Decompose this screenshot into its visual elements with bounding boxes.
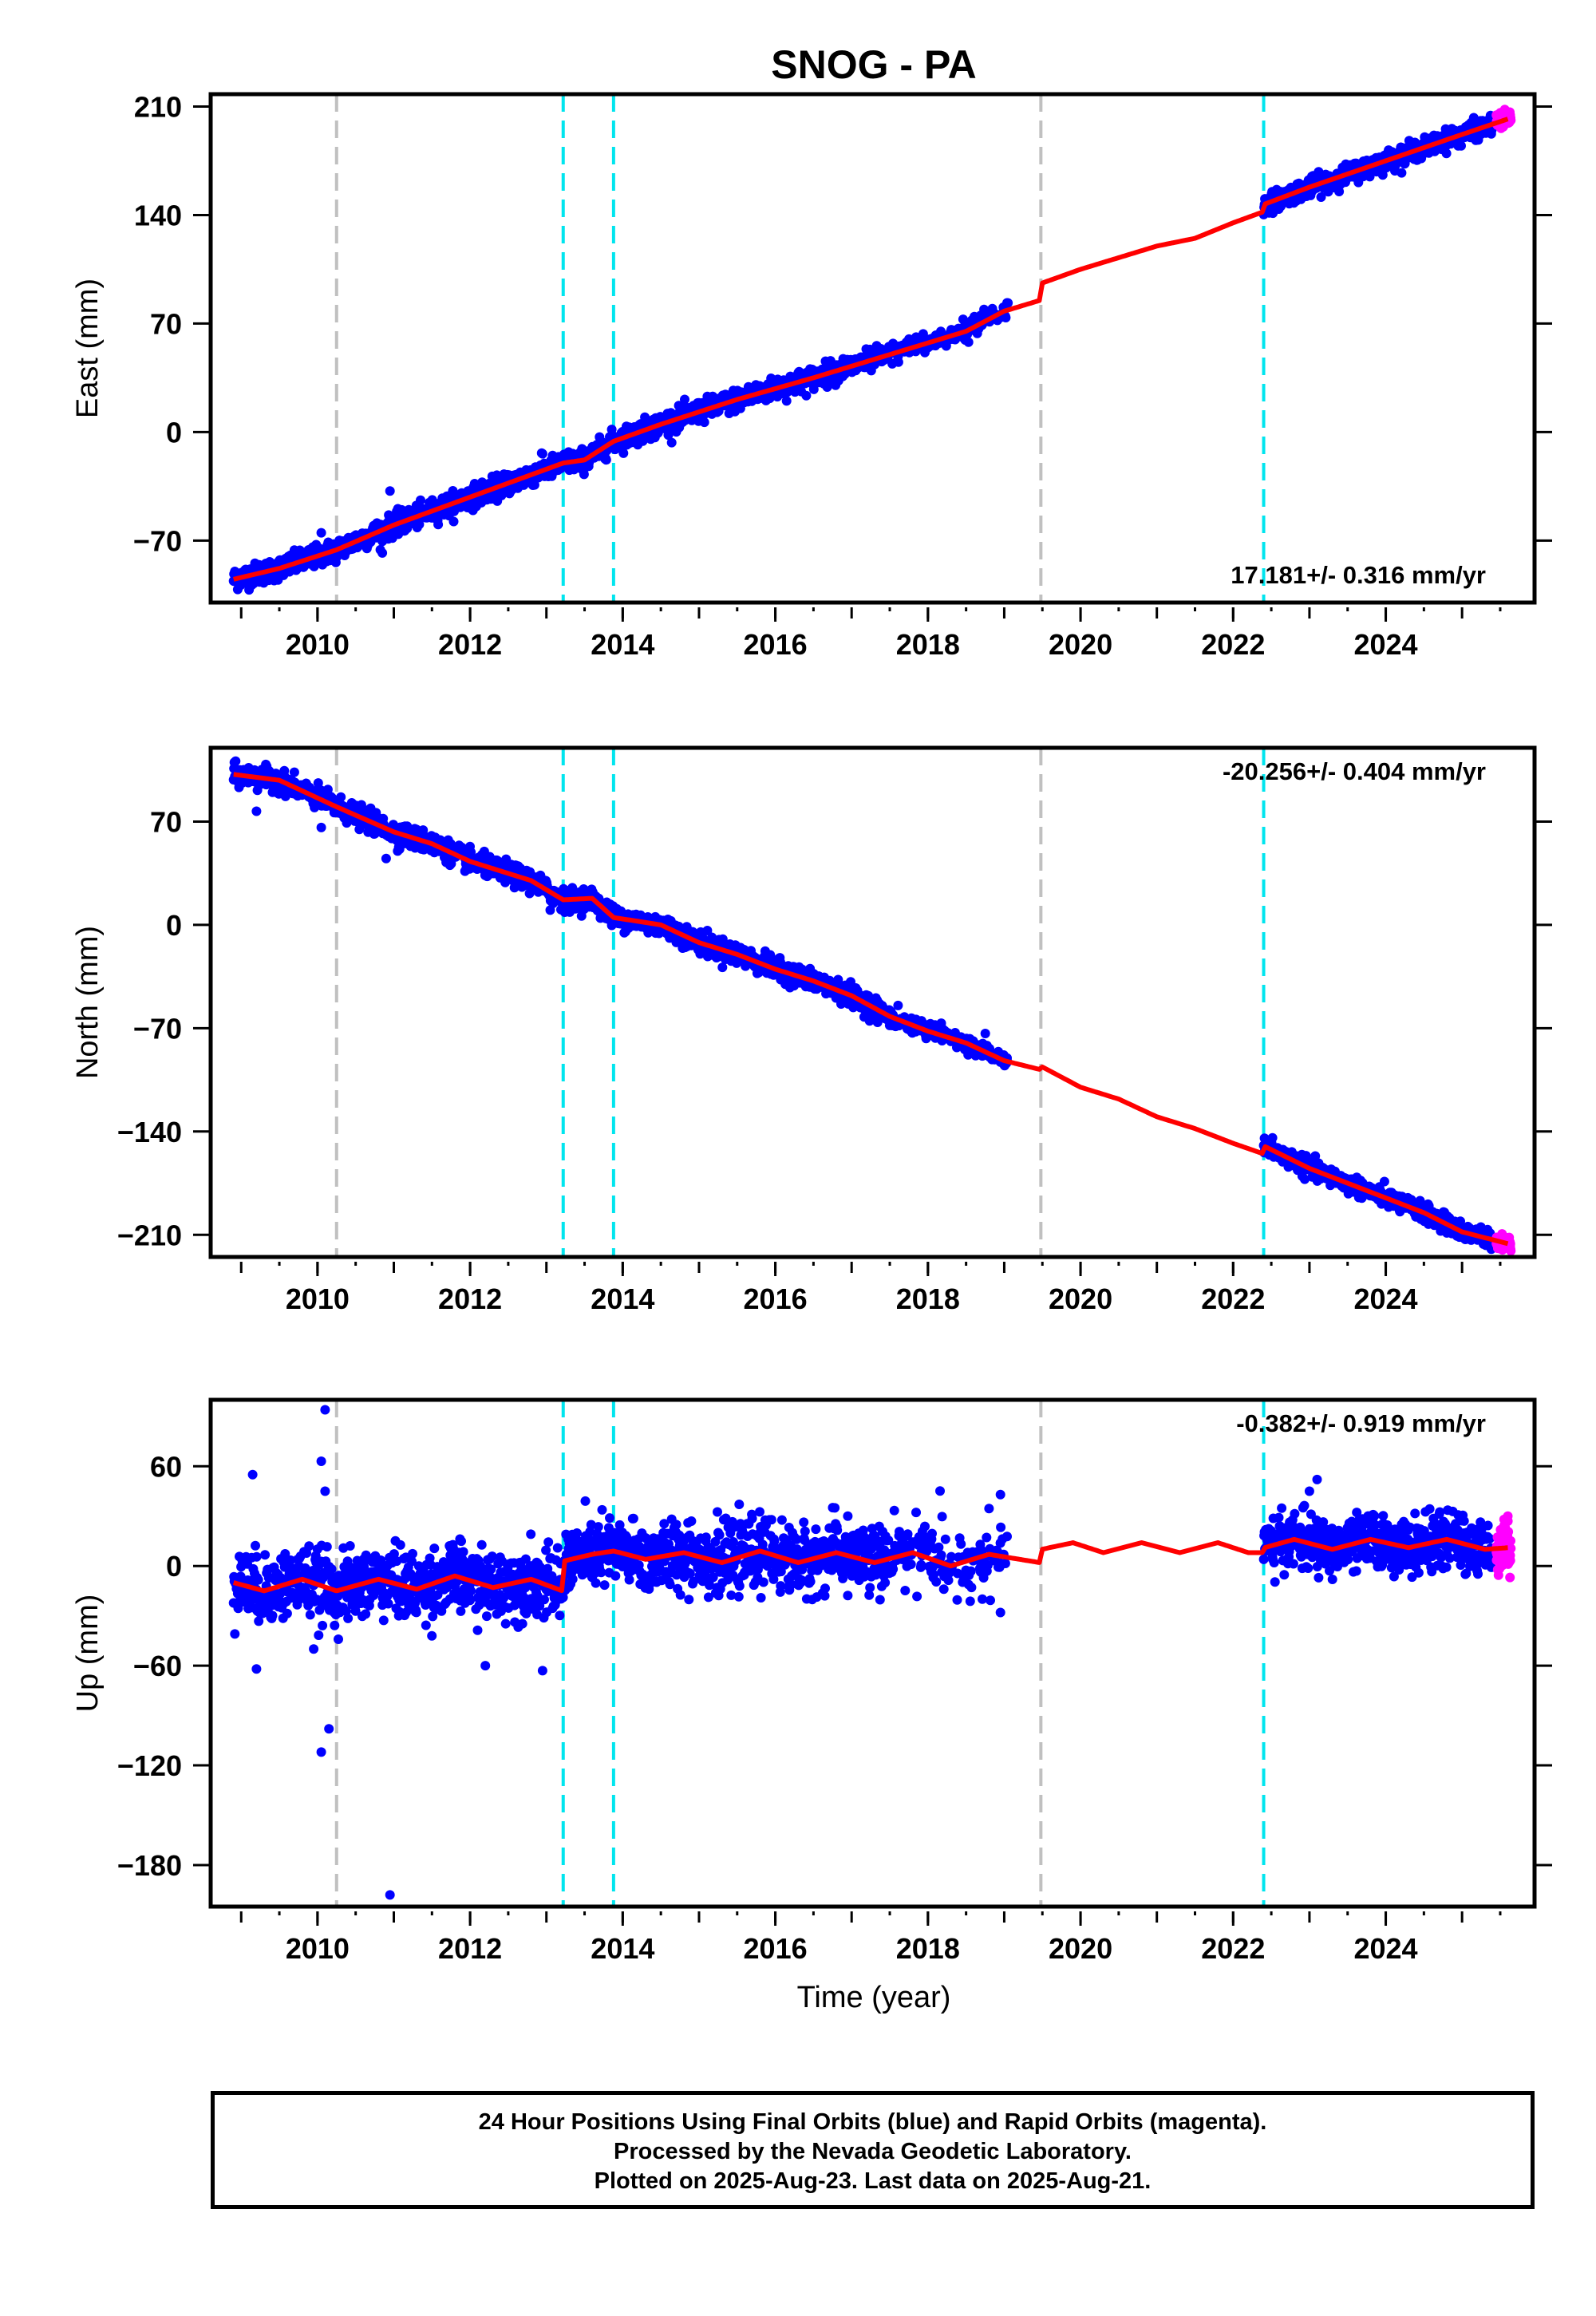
east-y-tick-label: −70 xyxy=(133,524,182,557)
up-data-point xyxy=(318,1620,328,1630)
east-series-final xyxy=(228,110,1498,595)
east-data-point xyxy=(601,455,611,465)
up-data-point xyxy=(282,1608,292,1618)
north-data-point xyxy=(231,756,241,766)
east-data-point xyxy=(963,337,974,347)
north-data-point xyxy=(893,1000,903,1010)
north-velocity-label: -20.256+/- 0.404 mm/yr xyxy=(1223,757,1486,785)
east-y-tick-label: 0 xyxy=(166,416,182,449)
east-outlier-point xyxy=(385,486,395,496)
east-data-point xyxy=(893,357,903,367)
east-y-tick-label: 140 xyxy=(134,199,182,231)
east-x-tick-label: 2014 xyxy=(591,628,654,661)
up-data-point xyxy=(267,1611,278,1621)
east-x-tick-label: 2022 xyxy=(1201,628,1265,661)
north-outlier-point xyxy=(316,822,326,832)
up-data-point xyxy=(314,1630,324,1640)
north-y-tick-label: −210 xyxy=(117,1219,182,1251)
east-data-point xyxy=(1316,192,1326,202)
east-data-point xyxy=(433,520,444,530)
east-data-point xyxy=(448,516,459,527)
north-outlier-point xyxy=(251,806,262,816)
east-data-point xyxy=(640,412,650,422)
east-x-tick-label: 2020 xyxy=(1049,628,1112,661)
east-data-point xyxy=(918,329,928,339)
up-data-point xyxy=(230,1629,240,1639)
north-y-tick-label: −70 xyxy=(133,1012,182,1045)
east-x-tick-label: 2010 xyxy=(286,628,350,661)
east-data-point xyxy=(1003,298,1013,308)
east-y-tick-label: 70 xyxy=(150,307,182,340)
east-data-point xyxy=(414,520,425,530)
east-x-tick-label: 2016 xyxy=(744,628,808,661)
up-data-point xyxy=(251,1551,262,1562)
east-x-tick-label: 2012 xyxy=(438,628,502,661)
east-y-axis-label: East (mm) xyxy=(71,279,105,418)
north-x-tick-label: 2016 xyxy=(744,1282,808,1315)
up-data-point xyxy=(251,1540,260,1551)
up-series-final xyxy=(228,1405,1498,1900)
east-data-point xyxy=(699,417,709,428)
north-data-point xyxy=(1267,1132,1278,1143)
east-x-tick-label: 2018 xyxy=(896,628,960,661)
east-data-point xyxy=(1334,187,1345,196)
east-data-point xyxy=(801,390,812,401)
north-y-tick-label: 0 xyxy=(166,909,182,942)
east-data-point xyxy=(1377,170,1388,180)
east-panel: 2010 2012 2014 2016 2018 2020 2022 2024 −70 0 70 14… xyxy=(71,91,1552,661)
east-outlier-point xyxy=(377,547,388,558)
north-outlier-point xyxy=(381,853,391,864)
east-x-tick-label: 2024 xyxy=(1353,628,1417,661)
up-data-point xyxy=(304,1541,314,1551)
north-data-point xyxy=(336,792,346,802)
up-data-point xyxy=(305,1610,315,1620)
east-data-point xyxy=(680,394,689,405)
north-x-tick-label: 2014 xyxy=(591,1282,654,1315)
east-data-point xyxy=(666,437,677,448)
east-data-point xyxy=(496,490,507,500)
east-data-point xyxy=(416,495,425,505)
east-data-point xyxy=(1441,148,1452,159)
up-data-point xyxy=(253,1575,263,1585)
up-plot-area xyxy=(228,1400,1516,1907)
up-data-point xyxy=(260,1550,271,1560)
north-data-point xyxy=(289,767,299,777)
east-data-point xyxy=(1396,168,1407,178)
north-x-tick-label: 2018 xyxy=(896,1282,960,1315)
north-x-tick-label: 2012 xyxy=(438,1282,502,1315)
east-data-point xyxy=(936,326,946,337)
north-panel: 2010 2012 2014 2016 2018 2020 2022 2024 −210 −140… xyxy=(71,745,1552,1315)
north-data-point xyxy=(1506,1246,1516,1256)
north-data-point xyxy=(980,1029,990,1038)
north-x-tick-label: 2020 xyxy=(1049,1282,1112,1315)
north-x-tick-label: 2010 xyxy=(286,1282,350,1315)
north-series-final xyxy=(228,756,1498,1255)
east-data-point xyxy=(618,448,629,458)
north-y-tick-label: 70 xyxy=(150,805,182,838)
east-velocity-label: 17.181+/- 0.316 mm/yr xyxy=(1231,561,1486,589)
east-data-point xyxy=(1456,140,1466,151)
east-data-point xyxy=(781,396,792,406)
chart-title: SNOG - PA xyxy=(771,42,976,87)
north-y-axis-label: North (mm) xyxy=(71,926,105,1079)
north-x-tick-label: 2022 xyxy=(1201,1282,1265,1315)
north-outlier-point xyxy=(393,846,403,856)
up-panel: 2010 2012 2014 2016 2018 2020 2022 2024−180−120… xyxy=(71,1397,1552,1965)
north-outlier-point xyxy=(545,905,555,915)
north-plot-area xyxy=(228,748,1516,1257)
east-data-point xyxy=(529,480,539,490)
east-y-tick-label: 210 xyxy=(134,91,182,124)
north-y-tick-label: −140 xyxy=(117,1116,182,1148)
north-data-point xyxy=(1379,1176,1389,1187)
east-outlier-point xyxy=(316,528,326,538)
east-outlier-point xyxy=(537,449,547,459)
east-plot-area xyxy=(228,94,1516,603)
north-x-tick-label: 2024 xyxy=(1353,1282,1417,1315)
